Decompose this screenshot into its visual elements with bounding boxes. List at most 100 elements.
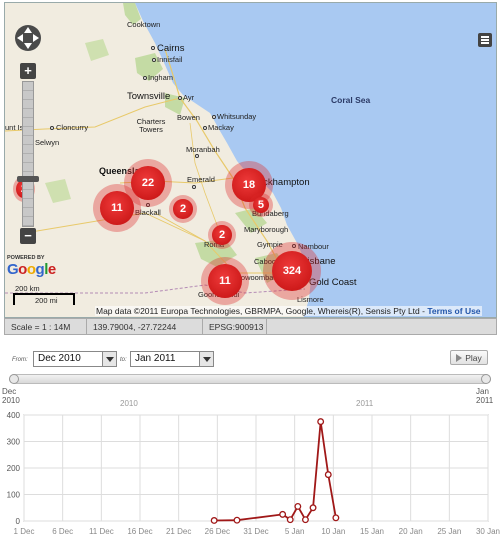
x-tick-label: 31 Dec	[243, 527, 268, 536]
terms-of-use-link[interactable]: Terms of Use	[427, 306, 481, 316]
city-whitsunday: Whitsunday	[217, 112, 257, 121]
chart-grid	[23, 414, 489, 522]
play-label: Play	[465, 352, 482, 363]
city-dot	[152, 58, 156, 62]
zoom-slider-thumb[interactable]	[17, 176, 39, 182]
cluster-marker[interactable]: 11	[201, 257, 249, 305]
chevron-down-icon	[199, 352, 213, 366]
cluster-marker[interactable]: 2	[169, 195, 197, 223]
to-label: to:	[120, 357, 127, 363]
city-emerald: Emerald	[187, 175, 215, 184]
layers-icon	[481, 36, 489, 44]
x-axis: 1 Dec 6 Dec 11 Dec 16 Dec 21 Dec 26 Dec 31 Dec…	[14, 527, 500, 536]
city-bundaberg: Bundaberg	[252, 209, 289, 218]
x-tick-label: 21 Dec	[166, 527, 191, 536]
cluster-marker[interactable]: 11	[93, 184, 141, 232]
y-tick-label: 400	[7, 411, 21, 420]
zoom-slider-track[interactable]	[22, 81, 34, 227]
city-toowoomba: Toowoomba	[233, 273, 274, 282]
data-point	[279, 510, 287, 518]
slider-start-label-month: Dec	[2, 387, 16, 396]
pan-control[interactable]	[13, 23, 43, 53]
x-tick-label: 26 Dec	[205, 527, 230, 536]
x-tick-label: 25 Jan	[437, 527, 461, 536]
city-maryborough: Maryborough	[244, 225, 289, 234]
time-controls: From: Dec 2010 to: Jan 2011 Play	[0, 347, 500, 372]
time-range-slider[interactable]	[9, 374, 491, 384]
city-bowen: Bowen	[177, 113, 200, 122]
year-label-2011: 2011	[356, 399, 374, 408]
city-cooktown: Cooktown	[127, 20, 161, 29]
coordinate-readout: 139.79004, -27.72244	[87, 319, 203, 334]
city-rockhampton: Rockhampton	[251, 177, 310, 188]
data-point	[286, 516, 294, 524]
powered-by-label: POWERED BY	[7, 255, 45, 261]
y-tick-label: 100	[7, 491, 21, 500]
slider-start-label-year: 2010	[2, 396, 20, 405]
play-button[interactable]: Play	[450, 350, 488, 365]
from-label: From:	[12, 357, 28, 363]
map-viewport[interactable]: Cooktown Cairns Innisfail Ingham Townsvi…	[4, 2, 497, 318]
x-tick-label: 20 Jan	[399, 527, 423, 536]
city-innisfail: Innisfail	[157, 55, 183, 64]
data-point	[233, 516, 241, 524]
to-select-value: Jan 2011	[135, 353, 176, 364]
google-logo[interactable]: Google	[7, 261, 56, 278]
chart-series	[210, 418, 340, 524]
city-gold-coast: Gold Coast	[309, 277, 357, 288]
cluster-marker[interactable]: 5	[249, 193, 273, 217]
city-ingham: Ingham	[148, 73, 174, 82]
data-point	[309, 504, 317, 512]
year-label-2010: 2010	[120, 399, 138, 408]
slider-start-handle[interactable]	[9, 374, 19, 384]
data-point	[317, 418, 325, 426]
to-select[interactable]: Jan 2011	[130, 351, 214, 367]
slider-end-label-year: 2011	[476, 396, 494, 405]
sea-label: Coral Sea	[331, 95, 371, 105]
x-tick-label: 15 Jan	[360, 527, 384, 536]
city-dot	[151, 46, 155, 50]
city-brisbane: Brisbane	[298, 256, 336, 267]
data-point	[294, 502, 302, 510]
zoom-in-button[interactable]: +	[20, 63, 36, 79]
projection-readout: EPSG:900913	[203, 319, 267, 334]
city-dot	[146, 203, 150, 207]
city-dot	[50, 126, 54, 130]
city-mackay: Mackay	[208, 123, 234, 132]
attribution-text: Map data ©2011 Europa Technologies, GBRM…	[96, 306, 428, 316]
y-axis: 0 100 200 300 400	[7, 411, 21, 526]
scale-bar	[13, 293, 75, 305]
from-select-value: Dec 2010	[38, 353, 81, 364]
city-nambour: Nambour	[298, 242, 329, 251]
x-tick-label: 1 Dec	[14, 527, 35, 536]
from-select[interactable]: Dec 2010	[33, 351, 117, 367]
y-tick-label: 200	[7, 464, 21, 473]
city-townsville: Townsville	[127, 91, 171, 102]
play-icon	[456, 353, 463, 362]
city-blackall: Blackall	[135, 208, 161, 217]
scale-readout: Scale = 1 : 14M	[5, 319, 87, 334]
map-attribution: Map data ©2011 Europa Technologies, GBRM…	[95, 306, 482, 316]
map-base-tiles	[5, 3, 496, 317]
data-point	[332, 514, 340, 522]
timeline-chart: Dec 2010 Jan 2011 2010 2011 0 100 200 300 40…	[0, 383, 500, 541]
city-dot	[195, 154, 199, 158]
data-point	[301, 516, 309, 524]
layer-switcher-icon[interactable]	[478, 33, 492, 47]
zoom-out-button[interactable]: −	[20, 228, 36, 244]
city-dot	[192, 185, 196, 189]
slider-end-label-month: Jan	[476, 387, 489, 396]
city-dot	[292, 244, 296, 248]
city-roma: Roma	[204, 240, 225, 249]
cluster-marker[interactable]: 324	[263, 242, 321, 300]
cluster-marker[interactable]: 2	[208, 221, 236, 249]
scale-mi-label: 200 mi	[35, 296, 58, 305]
city-dot	[203, 126, 207, 130]
slider-end-handle[interactable]	[481, 374, 491, 384]
x-tick-label: 10 Jan	[321, 527, 345, 536]
x-tick-label: 16 Dec	[127, 527, 152, 536]
chevron-down-icon	[102, 352, 116, 366]
city-gympie: Gympie	[257, 240, 283, 249]
city-dot	[212, 115, 216, 119]
map-status-bar: Scale = 1 : 14M 139.79004, -27.72244 EPS…	[4, 318, 497, 335]
